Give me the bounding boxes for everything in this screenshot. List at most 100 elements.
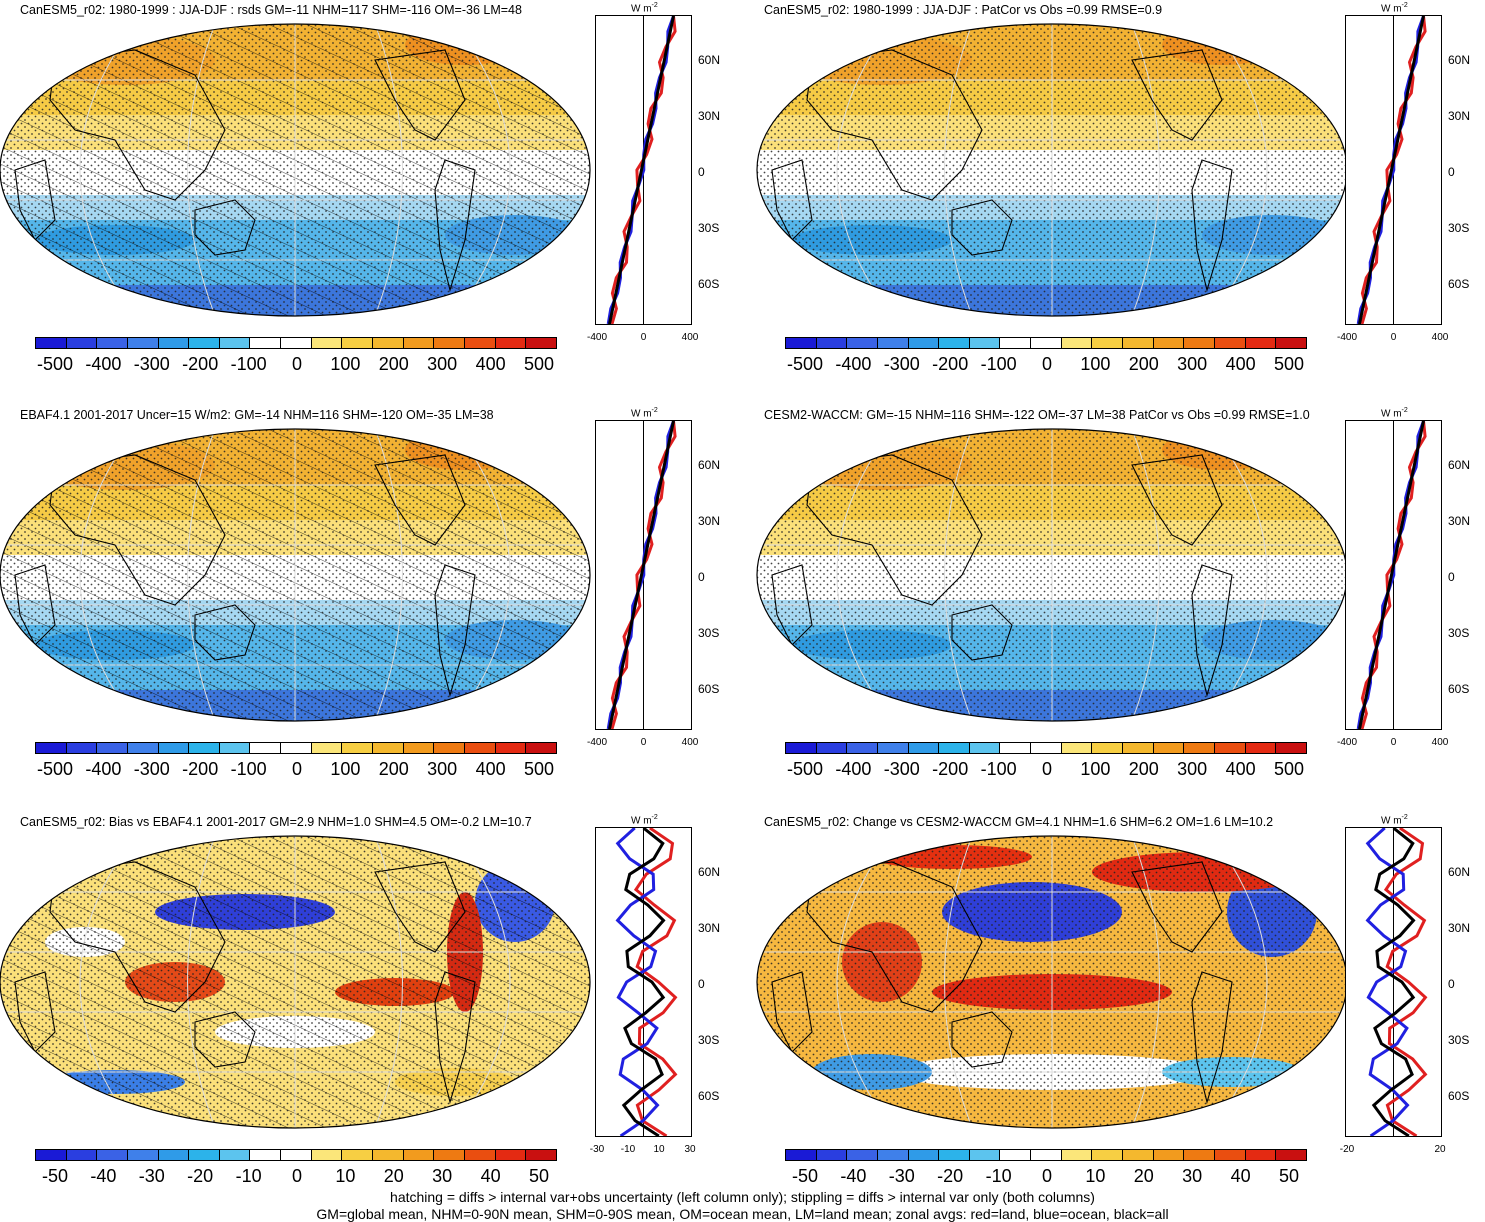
colorbar-swatch <box>786 338 817 348</box>
colorbar-swatch <box>97 743 128 753</box>
colorbar-swatch <box>786 743 817 753</box>
colorbar-tick-label: -200 <box>932 759 969 779</box>
colorbar-swatch <box>373 743 404 753</box>
colorbar-swatch <box>1000 338 1032 348</box>
colorbar-swatch <box>1000 1150 1032 1160</box>
map-1 <box>756 23 1348 317</box>
zonal-unit-label: W m-2 <box>631 2 658 15</box>
colorbar-tick-label: 0 <box>1041 1166 1053 1186</box>
zonal-x-tick-label: 400 <box>1431 332 1449 343</box>
colorbar-swatch <box>464 338 496 348</box>
zonal-lat-label: 30S <box>698 221 720 235</box>
zonal-lat-label: 30S <box>1448 626 1470 640</box>
zonal-lat-label: 0 <box>698 570 705 584</box>
colorbar-tick-label: -300 <box>883 354 920 374</box>
colorbar-swatch <box>1092 338 1124 348</box>
footer-note-legend: GM=global mean, NHM=0-90N mean, SHM=0-90… <box>316 1206 1169 1222</box>
zonal-x-tick-label: -400 <box>586 332 608 343</box>
zonal-x-tick-label: 0 <box>1390 332 1397 343</box>
zonal-all-line <box>1358 420 1425 730</box>
colorbar-tick-label: 200 <box>1128 759 1159 779</box>
colorbar-swatch <box>877 338 909 348</box>
zonal-lat-label: 60S <box>1448 1089 1470 1103</box>
colorbar-swatch <box>495 743 527 753</box>
colorbar-swatch <box>939 338 970 348</box>
colorbar-swatch <box>189 1150 220 1160</box>
colorbar-tick-label: -100 <box>230 759 267 779</box>
colorbar-tick-label: 300 <box>1177 354 1208 374</box>
colorbar-swatch <box>1000 743 1032 753</box>
colorbar-tick-label: 10 <box>1085 1166 1106 1186</box>
colorbar-tick-label: -40 <box>840 1166 867 1186</box>
colorbar-swatch <box>969 1150 1001 1160</box>
colorbar-swatch <box>66 743 98 753</box>
colorbar-swatch <box>908 743 940 753</box>
colorbar-swatch <box>939 743 970 753</box>
colorbar <box>785 1149 1307 1161</box>
zonal-mean-plot-5 <box>1345 826 1442 1138</box>
colorbar-tick-label: -100 <box>980 759 1017 779</box>
colorbar-tick-label: -30 <box>888 1166 915 1186</box>
colorbar-tick-label: 50 <box>1278 1166 1300 1186</box>
colorbar <box>35 742 557 754</box>
zonal-mean-plot-2 <box>595 420 692 731</box>
zonal-x-tick-label: -400 <box>586 737 608 748</box>
colorbar-swatch <box>1214 743 1246 753</box>
zonal-x-tick-label: 400 <box>681 332 699 343</box>
zonal-all-line <box>1371 826 1416 1138</box>
colorbar-swatch <box>434 1150 465 1160</box>
colorbar-swatch <box>464 743 496 753</box>
colorbar-swatch <box>219 743 251 753</box>
colorbar-tick-label: 0 <box>1041 759 1053 779</box>
colorbar-swatch <box>1153 1150 1185 1160</box>
zonal-all-line <box>1358 15 1425 325</box>
colorbar-tick-label: -200 <box>932 354 969 374</box>
colorbar-tick-label: -500 <box>786 759 824 779</box>
colorbar-swatch <box>1123 743 1154 753</box>
colorbar-swatch <box>1276 338 1306 348</box>
colorbar-swatch <box>66 338 98 348</box>
colorbar-tick-label: 0 <box>291 759 303 779</box>
colorbar-swatch <box>1153 338 1185 348</box>
zonal-mean-plot-3 <box>1345 420 1442 731</box>
map-2 <box>0 428 591 722</box>
colorbar-swatch <box>311 743 343 753</box>
colorbar-tick-label: -10 <box>985 1166 1012 1186</box>
colorbar-swatch <box>36 338 67 348</box>
colorbar-swatch <box>526 743 556 753</box>
colorbar-swatch <box>281 743 312 753</box>
colorbar-tick-label: -20 <box>937 1166 964 1186</box>
colorbar-tick-label: -500 <box>36 354 74 374</box>
colorbar-swatch <box>250 1150 282 1160</box>
colorbar-swatch <box>1214 1150 1246 1160</box>
colorbar-tick-label: 300 <box>1177 759 1208 779</box>
colorbar-tick-label: 500 <box>1273 759 1305 779</box>
colorbar <box>785 337 1307 349</box>
colorbar-swatch <box>342 743 374 753</box>
colorbar-swatch <box>403 1150 435 1160</box>
colorbar-swatch <box>219 1150 251 1160</box>
colorbar-tick-label: 20 <box>1133 1166 1154 1186</box>
colorbar-tick-label: -300 <box>883 759 920 779</box>
colorbar-swatch <box>816 338 848 348</box>
zonal-lat-label: 60S <box>698 277 720 291</box>
colorbar-tick-label: -20 <box>187 1166 214 1186</box>
colorbar-swatch <box>1184 338 1215 348</box>
colorbar-swatch <box>495 1150 527 1160</box>
colorbar-tick-label: -10 <box>235 1166 262 1186</box>
colorbar-swatch <box>816 743 848 753</box>
zonal-all-line <box>608 15 675 325</box>
colorbar-tick-label: 400 <box>475 354 506 374</box>
colorbar-swatch <box>403 338 435 348</box>
colorbar-swatch <box>1031 1150 1062 1160</box>
zonal-lat-label: 30S <box>698 626 720 640</box>
zonal-lat-label: 30N <box>1448 109 1471 123</box>
panel-title: EBAF4.1 2001-2017 Uncer=15 W/m2: GM=-14 … <box>20 408 494 422</box>
zonal-x-tick-label: 400 <box>681 737 699 748</box>
colorbar-tick-label: -400 <box>85 354 122 374</box>
colorbar-swatch <box>250 743 282 753</box>
colorbar-swatch <box>939 1150 970 1160</box>
colorbar-swatch <box>311 338 343 348</box>
zonal-ocean-line <box>615 826 660 1138</box>
colorbar-swatch <box>434 338 465 348</box>
